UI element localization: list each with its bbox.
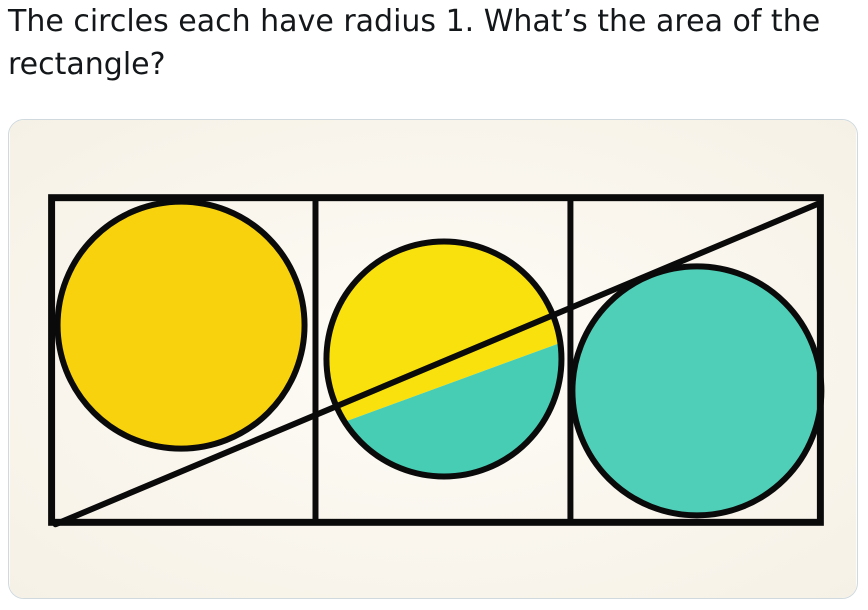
- geometry-figure: [9, 120, 857, 598]
- left-circle: [54, 198, 308, 452]
- right-circle: [569, 263, 825, 519]
- outer-rectangle: [48, 194, 824, 526]
- question-text: The circles each have radius 1. What’s t…: [8, 4, 821, 82]
- diagonal-line: [52, 200, 822, 528]
- puzzle-image[interactable]: [8, 119, 858, 599]
